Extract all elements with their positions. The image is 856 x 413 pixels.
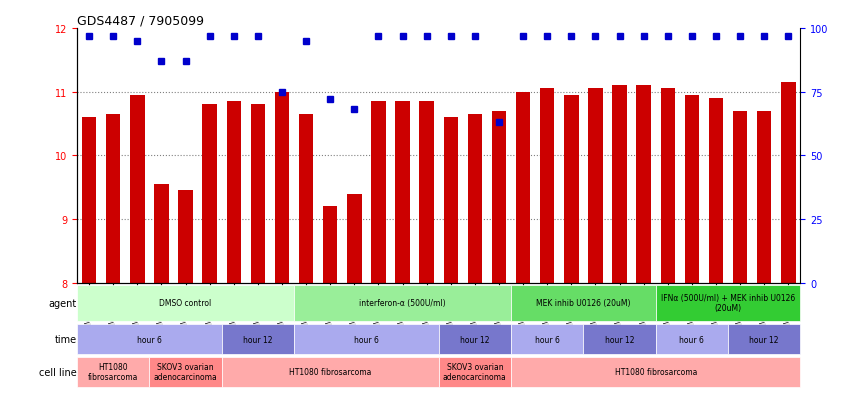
Text: hour 6: hour 6	[535, 335, 560, 344]
FancyBboxPatch shape	[294, 285, 511, 321]
FancyBboxPatch shape	[150, 357, 222, 387]
Text: cell line: cell line	[39, 367, 77, 377]
Text: SKOV3 ovarian
adenocarcinoma: SKOV3 ovarian adenocarcinoma	[154, 362, 217, 382]
Bar	[564, 95, 579, 283]
Text: agent: agent	[49, 298, 77, 308]
Text: HT1080 fibrosarcoma: HT1080 fibrosarcoma	[615, 368, 697, 376]
Bar	[467, 115, 482, 283]
Bar	[733, 112, 747, 283]
Text: hour 12: hour 12	[750, 335, 779, 344]
Text: hour 6: hour 6	[137, 335, 162, 344]
Bar	[178, 191, 193, 283]
Text: SKOV3 ovarian
adenocarcinoma: SKOV3 ovarian adenocarcinoma	[443, 362, 507, 382]
FancyBboxPatch shape	[511, 285, 656, 321]
Bar	[443, 118, 458, 283]
Bar	[757, 112, 771, 283]
FancyBboxPatch shape	[656, 285, 800, 321]
Bar	[251, 105, 265, 283]
Text: interferon-α (500U/ml): interferon-α (500U/ml)	[360, 299, 446, 307]
FancyBboxPatch shape	[511, 357, 800, 387]
FancyBboxPatch shape	[77, 325, 222, 354]
Bar	[323, 207, 337, 283]
Text: HT1080
fibrosarcoma: HT1080 fibrosarcoma	[88, 362, 139, 382]
Bar	[130, 95, 145, 283]
Text: DMSO control: DMSO control	[159, 299, 211, 307]
FancyBboxPatch shape	[511, 325, 584, 354]
Bar	[395, 102, 410, 283]
FancyBboxPatch shape	[656, 325, 728, 354]
Bar	[781, 83, 795, 283]
FancyBboxPatch shape	[77, 285, 294, 321]
Text: time: time	[55, 334, 77, 344]
Text: HT1080 fibrosarcoma: HT1080 fibrosarcoma	[289, 368, 372, 376]
FancyBboxPatch shape	[438, 325, 511, 354]
FancyBboxPatch shape	[584, 325, 656, 354]
Text: hour 6: hour 6	[354, 335, 379, 344]
Bar	[106, 115, 121, 283]
FancyBboxPatch shape	[438, 357, 511, 387]
Bar	[516, 93, 531, 283]
Bar	[419, 102, 434, 283]
Bar	[612, 86, 627, 283]
Bar	[227, 102, 241, 283]
FancyBboxPatch shape	[728, 325, 800, 354]
Text: hour 12: hour 12	[243, 335, 272, 344]
Bar	[709, 99, 723, 283]
Text: hour 12: hour 12	[605, 335, 634, 344]
Bar	[491, 112, 506, 283]
FancyBboxPatch shape	[294, 325, 438, 354]
Bar	[372, 102, 386, 283]
Bar	[661, 89, 675, 283]
FancyBboxPatch shape	[77, 357, 150, 387]
Bar	[347, 194, 361, 283]
Bar	[685, 95, 699, 283]
Text: hour 12: hour 12	[461, 335, 490, 344]
FancyBboxPatch shape	[222, 357, 438, 387]
Bar	[540, 89, 555, 283]
Bar	[154, 185, 169, 283]
Text: hour 6: hour 6	[680, 335, 704, 344]
Bar	[202, 105, 217, 283]
Bar	[299, 115, 313, 283]
Bar	[588, 89, 603, 283]
Text: MEK inhib U0126 (20uM): MEK inhib U0126 (20uM)	[536, 299, 631, 307]
Text: IFNα (500U/ml) + MEK inhib U0126
(20uM): IFNα (500U/ml) + MEK inhib U0126 (20uM)	[661, 293, 795, 313]
Text: GDS4487 / 7905099: GDS4487 / 7905099	[77, 15, 204, 28]
Bar	[82, 118, 97, 283]
Bar	[636, 86, 651, 283]
Bar	[275, 93, 289, 283]
FancyBboxPatch shape	[222, 325, 294, 354]
